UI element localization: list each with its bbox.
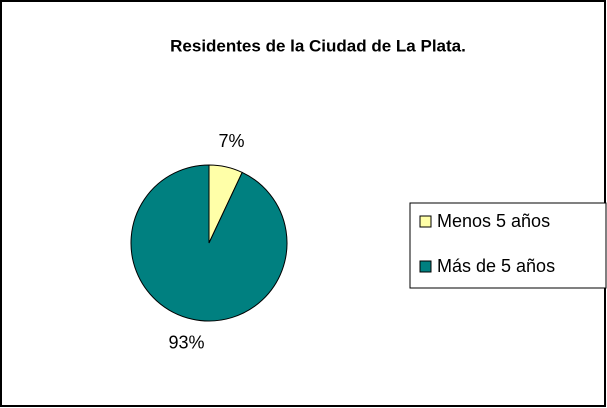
legend-box — [409, 202, 607, 289]
legend-swatch — [419, 215, 432, 228]
chart-title: Residentes de la Ciudad de La Plata. — [170, 36, 466, 55]
data-label: 93% — [169, 332, 205, 352]
legend-label: Más de 5 años — [437, 256, 555, 276]
data-label: 7% — [218, 131, 244, 151]
pie-slice — [130, 164, 288, 322]
legend-swatch — [419, 260, 432, 273]
legend-label: Menos 5 años — [437, 211, 550, 231]
